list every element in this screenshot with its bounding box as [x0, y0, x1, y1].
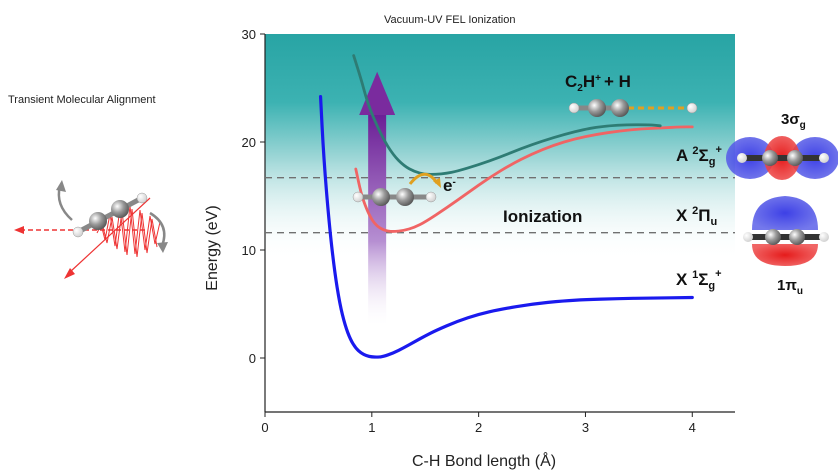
state-x2-sym: Π	[698, 206, 710, 225]
fragment-plus-h: + H	[604, 72, 631, 91]
x-tick-label: 2	[475, 420, 482, 435]
state-a-sign: +	[715, 144, 721, 156]
axes: 0 1 2 3 4 0 10 20 30	[242, 27, 735, 435]
curve-ground	[318, 95, 694, 359]
state-x2-parity: u	[710, 216, 717, 228]
x-tick-label: 3	[582, 420, 589, 435]
state-x1-letter: X	[676, 270, 692, 289]
curve-cation_x	[354, 125, 694, 233]
orbital-label-1pu: 1πu	[777, 277, 803, 297]
state-x2-mult: 2	[692, 205, 698, 217]
ionization-band	[265, 34, 735, 261]
y-tick-label: 30	[242, 27, 256, 42]
orbital-1pu-main: 1π	[777, 277, 797, 294]
y-tick-label: 10	[242, 243, 256, 258]
orbital-label-3sg: 3σg	[781, 111, 806, 131]
fragment-molecule	[568, 99, 698, 117]
orbital-1pu-sub: u	[797, 286, 803, 297]
alignment-caption: Transient Molecular Alignment	[8, 94, 156, 106]
orbital-3sg-picture	[726, 136, 838, 180]
ionizing-molecule	[352, 172, 441, 206]
x-tick-label: 0	[261, 420, 268, 435]
state-label-x2: X 2Πu	[676, 205, 717, 228]
laser-arrowhead-left	[14, 226, 24, 234]
orbital-1pu-picture	[743, 196, 829, 266]
state-a-sym: Σ	[699, 146, 709, 165]
alignment-illustration	[14, 180, 168, 279]
orbital-3sg-sub: g	[800, 120, 806, 131]
x-tick-label: 4	[689, 420, 696, 435]
ionization-label: Ionization	[503, 207, 582, 226]
orbital-3sg-main: 3σ	[781, 111, 800, 128]
figure-title: Vacuum-UV FEL Ionization	[384, 14, 515, 26]
state-x1-mult: 1	[692, 269, 698, 281]
y-tick-label: 0	[249, 351, 256, 366]
state-a-parity: g	[709, 156, 716, 168]
fragment-h: H	[583, 72, 595, 91]
state-a-mult: 2	[692, 145, 698, 157]
potential-curves	[318, 54, 694, 359]
threshold-levels	[265, 176, 735, 234]
fragment-h-charge: +	[595, 73, 601, 84]
electron-symbol: e	[443, 176, 452, 195]
fragment-label: C2H+ + H	[565, 72, 631, 94]
state-label-x1: X 1Σg+	[676, 268, 722, 292]
laser-pulse	[94, 205, 161, 258]
state-x1-sign: +	[715, 268, 721, 280]
laser-polarization-line	[69, 197, 151, 273]
state-x1-sym: Σ	[698, 270, 708, 289]
ionization-band-fill	[265, 34, 735, 261]
electron-charge: -	[452, 177, 455, 188]
y-tick-label: 20	[242, 135, 256, 150]
state-x1-parity: g	[708, 280, 715, 292]
state-label-a: A 2Σg+	[676, 144, 722, 168]
x-axis-title: C-H Bond length (Å)	[412, 451, 556, 470]
x-tick-label: 1	[368, 420, 375, 435]
excitation-arrow-shaft	[368, 115, 387, 326]
fragment-c: C	[565, 72, 577, 91]
state-a-letter: A	[676, 146, 692, 165]
state-x2-letter: X	[676, 206, 692, 225]
electron-label: e-	[443, 176, 456, 195]
fragment-c-sub: 2	[577, 83, 583, 94]
y-axis-title: Energy (eV)	[204, 205, 221, 290]
laser-arrowhead-down	[64, 268, 75, 279]
curve-cation_a	[352, 54, 662, 176]
